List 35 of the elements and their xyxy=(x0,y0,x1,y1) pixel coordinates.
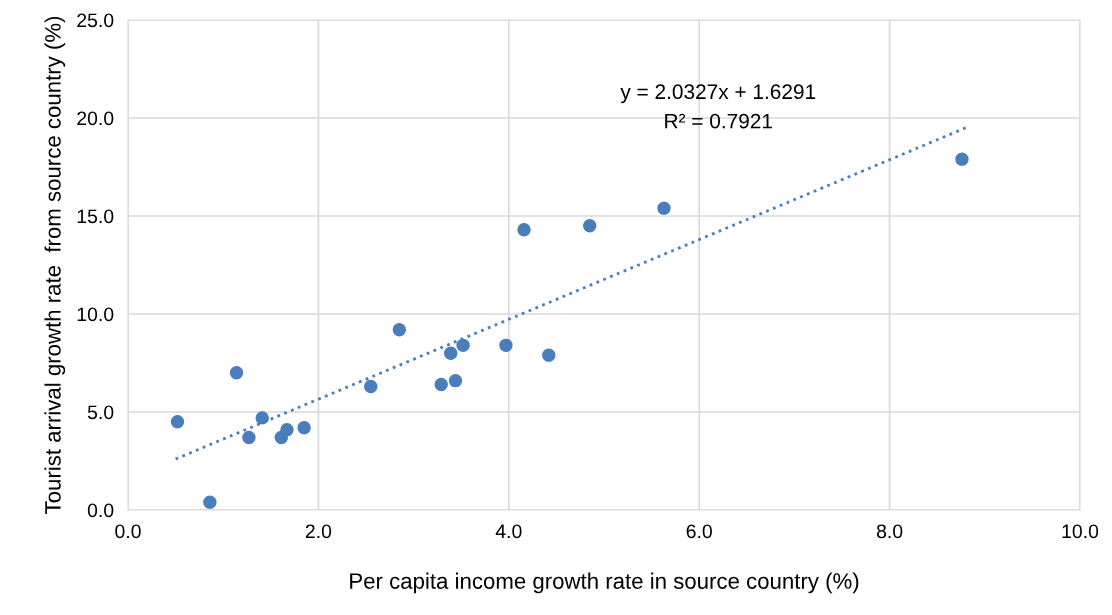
point xyxy=(364,379,378,394)
x-tick-label: 4.0 xyxy=(495,524,522,539)
point xyxy=(456,338,470,353)
x-tick-label: 0.0 xyxy=(115,524,141,539)
point xyxy=(434,377,448,392)
annotation: R² = 0.7921 xyxy=(665,113,772,129)
point xyxy=(499,338,513,353)
x-tick-label: 6.0 xyxy=(686,524,712,539)
y-tick-label: 25.0 xyxy=(77,13,114,28)
point xyxy=(955,152,969,166)
x-axis-title: Per capita income growth rate in source country (%) xyxy=(350,572,859,594)
point xyxy=(542,348,556,362)
annotation: y = 2.0327x + 1.6291 xyxy=(620,84,816,104)
point xyxy=(392,322,407,337)
y-tick-label: 20.0 xyxy=(77,111,114,126)
point xyxy=(448,373,463,388)
y-tick-label: 0.0 xyxy=(87,503,114,518)
x-tick-label: 2.0 xyxy=(305,524,332,539)
point xyxy=(657,201,671,215)
point xyxy=(297,420,311,435)
point xyxy=(583,219,597,233)
x-tick-label: 8.0 xyxy=(876,524,903,539)
y-tick-label: 10.0 xyxy=(77,307,114,322)
y-axis-title: Tourist arrival growth rate from source country (%) xyxy=(44,16,66,514)
point xyxy=(203,495,217,509)
point xyxy=(170,415,185,429)
point xyxy=(517,223,531,237)
point xyxy=(280,422,294,437)
point xyxy=(229,366,244,380)
point xyxy=(444,346,458,360)
point xyxy=(242,430,256,445)
x-tick-label: 10.0 xyxy=(1062,524,1099,539)
y-tick-label: 5.0 xyxy=(87,405,114,420)
y-tick-label: 15.0 xyxy=(77,209,114,224)
point xyxy=(255,411,269,425)
